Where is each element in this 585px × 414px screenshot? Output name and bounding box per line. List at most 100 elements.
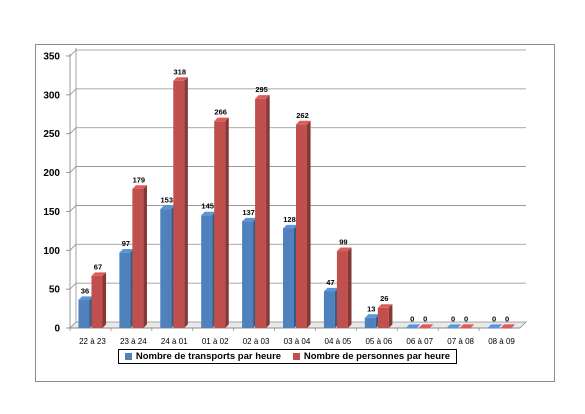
data-label: 318 xyxy=(174,67,187,76)
bar-top xyxy=(487,324,503,328)
bar-1-2 xyxy=(160,205,175,328)
gridline-side-300 xyxy=(69,88,77,96)
bar-top xyxy=(201,211,216,216)
gridline-side-50 xyxy=(69,282,77,290)
bar-2-2 xyxy=(173,77,188,329)
bar-front xyxy=(132,188,144,328)
legend-label-series-2: Nombre de personnes par heure xyxy=(303,351,451,362)
bar-front xyxy=(119,252,131,328)
bar-front xyxy=(487,328,499,329)
bar-front xyxy=(173,80,185,329)
bar-2-3 xyxy=(214,117,229,329)
x-tick-label: 07 à 08 xyxy=(447,337,474,346)
bar-top xyxy=(296,120,311,125)
bar-front xyxy=(160,209,172,328)
bar-side xyxy=(307,120,311,328)
data-label: 295 xyxy=(255,85,268,94)
y-tick-label: 0 xyxy=(54,324,60,335)
bar-top xyxy=(173,77,188,81)
bar-top xyxy=(500,324,516,328)
gridline-side-100 xyxy=(69,244,77,251)
legend-item-series-1: Nombre de transports par heure xyxy=(124,351,282,362)
bar-2-1 xyxy=(132,185,147,328)
bar-top xyxy=(459,324,475,328)
bar-1-9 xyxy=(446,324,462,329)
y-tick-label: 350 xyxy=(43,52,60,63)
data-label: 266 xyxy=(214,108,227,117)
y-tick-label: 100 xyxy=(43,246,60,257)
legend: Nombre de transports par heure Nombre de… xyxy=(118,349,457,364)
data-label: 0 xyxy=(492,314,496,323)
x-tick-label: 06 à 07 xyxy=(406,337,433,346)
bar-1-7 xyxy=(364,314,380,328)
bar-top xyxy=(160,205,175,210)
bar-front xyxy=(214,121,226,328)
x-tick-label: 23 à 24 xyxy=(120,337,147,346)
bar-1-1 xyxy=(119,249,134,328)
x-tick-label: 05 à 06 xyxy=(365,337,392,346)
bar-1-10 xyxy=(487,324,503,329)
bar-front xyxy=(364,317,376,328)
data-label: 0 xyxy=(423,314,427,323)
x-tick-label: 04 à 05 xyxy=(325,337,352,346)
bar-1-0 xyxy=(78,296,94,328)
bar-top xyxy=(91,272,107,276)
data-label: 128 xyxy=(283,215,296,224)
data-label: 13 xyxy=(367,304,375,313)
bar-front xyxy=(323,291,335,328)
data-label: 47 xyxy=(326,278,334,287)
x-tick-label: 08 à 09 xyxy=(488,337,515,346)
x-tick-label: 03 à 04 xyxy=(284,337,311,346)
legend-label-series-1: Nombre de transports par heure xyxy=(135,351,282,362)
bar-side xyxy=(266,95,270,329)
legend-swatch-series-2 xyxy=(292,353,300,360)
bar-top xyxy=(214,117,229,122)
bar-1-3 xyxy=(201,211,216,328)
bar-front xyxy=(91,275,103,328)
bar-front xyxy=(418,328,430,329)
data-label: 97 xyxy=(122,239,130,248)
bar-top xyxy=(283,224,298,229)
bar-top xyxy=(405,324,421,328)
data-label: 145 xyxy=(201,202,214,211)
x-tick-label: 01 à 02 xyxy=(202,337,229,346)
gridline-side-150 xyxy=(69,205,77,212)
bar-top xyxy=(323,287,339,292)
bar-top xyxy=(255,95,270,99)
bar-front xyxy=(283,228,294,328)
gridline-side-200 xyxy=(69,166,77,173)
data-labels: 36 67 97 179 153 318 145 266 137 295 128 262 47 99 13 2… xyxy=(81,67,509,323)
axes: 0 50 100 150 200 250 300 350 22 à 23 23 à 24 24 à … xyxy=(43,48,520,346)
bar-front xyxy=(255,98,267,328)
bar-top xyxy=(78,296,94,301)
bar-front xyxy=(201,215,213,328)
bar-front xyxy=(500,328,512,329)
y-tick-label: 300 xyxy=(43,90,60,101)
x-tick-label: 24 à 01 xyxy=(161,337,188,346)
bars xyxy=(78,77,516,329)
data-label: 26 xyxy=(380,294,388,303)
y-tick-label: 150 xyxy=(43,207,60,218)
x-tick-label: 22 à 23 xyxy=(79,337,106,346)
bar-side xyxy=(102,272,107,328)
data-label: 0 xyxy=(464,314,468,323)
bar-top xyxy=(242,217,257,222)
bar-1-5 xyxy=(283,224,298,328)
gridline-side-250 xyxy=(69,127,77,134)
bar-side xyxy=(184,77,188,328)
y-tick-label: 200 xyxy=(43,168,60,179)
bar-top xyxy=(364,314,380,318)
bar-2-6 xyxy=(336,247,352,328)
bar-2-0 xyxy=(91,272,107,328)
bar-top xyxy=(377,304,393,308)
data-label: 262 xyxy=(296,111,309,120)
bar-top xyxy=(119,249,134,253)
bar-front xyxy=(336,251,348,328)
data-label: 0 xyxy=(451,314,455,323)
data-label: 67 xyxy=(94,262,102,271)
bar-front xyxy=(242,221,254,328)
data-label: 99 xyxy=(339,237,347,246)
bar-top xyxy=(418,324,434,328)
bar-2-8 xyxy=(418,324,434,329)
